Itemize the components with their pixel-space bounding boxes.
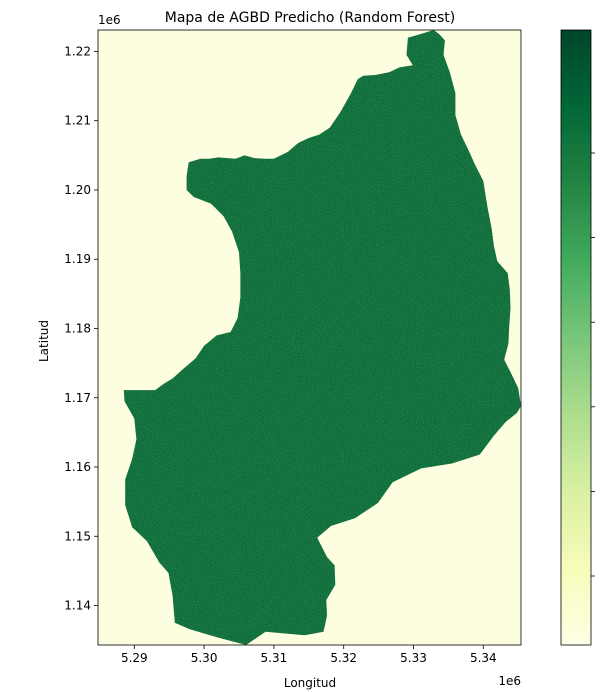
x-tick-label: 5.34 [470, 651, 497, 665]
predicted-agbd-region [98, 30, 521, 645]
x-tick-label: 5.30 [191, 651, 218, 665]
colorbar [560, 29, 592, 646]
x-tick-label: 5.33 [400, 651, 427, 665]
y-axis-label: Latitud [37, 320, 51, 362]
x-axis-ticks: 5.29 5.30 5.31 5.32 5.33 5.34 [121, 645, 497, 665]
y-tick-label: 1.14 [64, 599, 91, 613]
x-axis-label: Longitud [284, 676, 336, 690]
y-offset-label: 1e6 [98, 13, 121, 27]
x-offset-label: 1e6 [498, 674, 521, 688]
chart-title: Mapa de AGBD Predicho (Random Forest) [165, 10, 455, 26]
y-tick-label: 1.15 [64, 529, 91, 543]
x-tick-label: 5.29 [121, 651, 148, 665]
axes-frame [97, 29, 522, 646]
y-tick-label: 1.19 [64, 252, 91, 266]
y-tick-label: 1.21 [64, 114, 91, 128]
y-tick-label: 1.18 [64, 321, 91, 335]
y-tick-label: 1.17 [64, 391, 91, 405]
y-tick-label: 1.16 [64, 460, 91, 474]
y-tick-label: 1.20 [64, 183, 91, 197]
x-tick-label: 5.31 [261, 651, 288, 665]
x-tick-label: 5.32 [330, 651, 357, 665]
colorbar-ticks [591, 152, 595, 577]
y-axis-ticks: 1.14 1.15 1.16 1.17 1.18 1.19 1.20 1.21 1.22 [64, 44, 98, 613]
y-tick-label: 1.22 [64, 44, 91, 58]
